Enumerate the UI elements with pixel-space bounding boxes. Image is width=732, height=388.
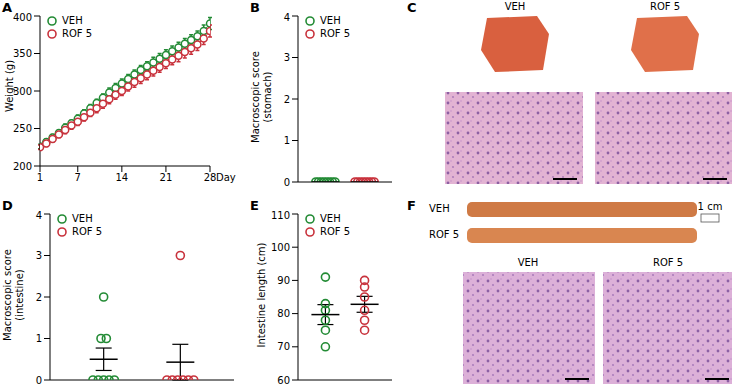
svg-text:2: 2 [36, 292, 42, 303]
svg-text:21: 21 [160, 172, 173, 183]
html-text:VEH: VEH [72, 213, 93, 224]
svg-text:4: 4 [284, 12, 290, 23]
svg-text:1 cm: 1 cm [698, 201, 723, 212]
svg-text:250: 250 [13, 123, 32, 134]
svg-text:14: 14 [115, 172, 128, 183]
svg-text:1: 1 [284, 135, 290, 146]
svg-text:80: 80 [277, 308, 290, 319]
html-text:E: E [250, 198, 259, 213]
html-text:VEH: VEH [62, 15, 83, 26]
svg-text:28: 28 [204, 172, 217, 183]
svg-text:100: 100 [271, 242, 290, 253]
html-text:Weight (g): Weight (g) [4, 59, 15, 113]
svg-text:90: 90 [277, 275, 290, 286]
svg-text:200: 200 [13, 161, 32, 172]
svg-text:ROF 5: ROF 5 [653, 257, 683, 268]
html-text:VEH: VEH [320, 15, 341, 26]
html-text:C: C [407, 0, 417, 15]
svg-text:4: 4 [36, 210, 42, 221]
svg-text:VEH: VEH [518, 257, 539, 268]
svg-text:2: 2 [284, 94, 290, 105]
svg-text:110: 110 [271, 210, 290, 221]
html-text:ROF 5: ROF 5 [320, 28, 351, 39]
html-text:VEH: VEH [320, 213, 341, 224]
html-text:Macroscopic score (stomach): Macroscopic score (stomach) [250, 51, 273, 143]
html-text:ROF 5: ROF 5 [72, 226, 103, 237]
svg-text:60: 60 [277, 375, 290, 386]
svg-text:400: 400 [13, 12, 32, 23]
html-text:ROF 5: ROF 5 [320, 226, 351, 237]
svg-text:350: 350 [13, 48, 32, 59]
svg-text:70: 70 [277, 341, 290, 352]
svg-text:Day: Day [216, 172, 236, 183]
svg-text:1: 1 [36, 333, 42, 344]
html-text:B: B [250, 0, 260, 15]
svg-text:300: 300 [13, 86, 32, 97]
svg-text:3: 3 [284, 52, 290, 63]
svg-text:VEH: VEH [429, 203, 450, 214]
svg-text:VEH: VEH [505, 1, 526, 12]
html-text:D: D [2, 198, 13, 213]
svg-text:0: 0 [36, 375, 42, 386]
svg-text:3: 3 [36, 250, 42, 261]
svg-text:7: 7 [75, 172, 81, 183]
html-text:A: A [2, 0, 13, 15]
svg-text:1: 1 [37, 172, 43, 183]
svg-text:0: 0 [284, 177, 290, 188]
svg-text:ROF 5: ROF 5 [650, 1, 680, 12]
html-text:Intestine length (cm): Intestine length (cm) [256, 242, 267, 348]
html-text:ROF 5: ROF 5 [62, 28, 93, 39]
svg-text:ROF 5: ROF 5 [429, 229, 459, 240]
html-text:F: F [407, 198, 416, 213]
html-text:Macroscopic score (intestine): Macroscopic score (intestine) [2, 249, 25, 341]
